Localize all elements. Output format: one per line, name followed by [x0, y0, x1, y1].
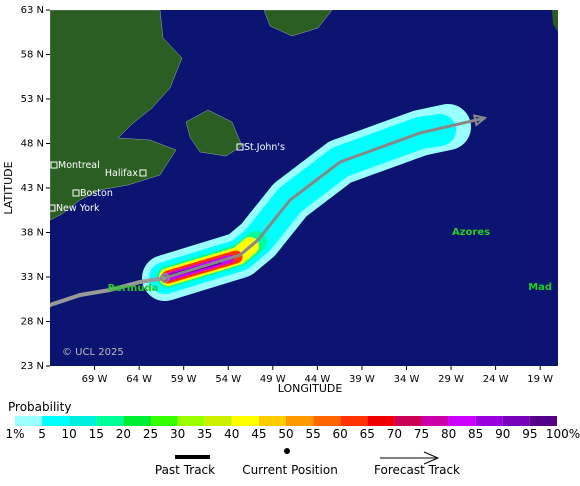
y-tick-label: 28 N	[21, 317, 44, 328]
y-tick-label: 38 N	[21, 228, 44, 239]
legend-title: Probability	[8, 400, 71, 414]
legend-swatch	[367, 416, 395, 426]
x-tick-label: 39 W	[349, 374, 375, 385]
island-label: Azores	[452, 227, 490, 238]
legend-swatch	[313, 416, 341, 426]
y-tick-label: 48 N	[21, 139, 44, 150]
y-tick-label: 23 N	[21, 361, 44, 372]
legend-swatch	[502, 416, 530, 426]
x-tick-label: 64 W	[126, 374, 152, 385]
legend-swatch	[177, 416, 205, 426]
key-label: Past Track	[155, 463, 215, 477]
copyright: © UCL 2025	[62, 347, 124, 358]
x-tick-label: 29 W	[438, 374, 464, 385]
current-position-key	[284, 448, 290, 454]
legend-swatch	[42, 416, 70, 426]
city-label: St.John's	[244, 142, 285, 153]
city-label: Halifax	[105, 168, 138, 179]
legend-label: 25	[143, 427, 158, 441]
x-tick-label: 49 W	[260, 374, 286, 385]
x-tick-label: 54 W	[215, 374, 241, 385]
legend-label: 55	[305, 427, 320, 441]
legend-label: 50	[278, 427, 293, 441]
land	[263, 10, 333, 37]
city-marker	[72, 189, 80, 197]
legend-label: 60	[333, 427, 348, 441]
legend-swatch	[421, 416, 449, 426]
y-tick-label: 33 N	[21, 272, 44, 283]
city-marker	[236, 143, 244, 151]
city-marker	[139, 169, 147, 177]
legend-label: 30	[170, 427, 185, 441]
x-tick-label: 44 W	[304, 374, 330, 385]
legend-swatch	[258, 416, 286, 426]
legend-swatch	[204, 416, 232, 426]
city-label: Boston	[80, 188, 113, 199]
y-tick-label: 43 N	[21, 183, 44, 194]
x-tick-label: 59 W	[171, 374, 197, 385]
island-label: Mad	[528, 282, 552, 293]
y-tick-label: 63 N	[21, 5, 44, 16]
y-tick-label: 58 N	[21, 50, 44, 61]
legend-label: 65	[360, 427, 375, 441]
legend-label: 85	[468, 427, 483, 441]
forecast-arrow-head	[472, 114, 488, 127]
legend-swatch	[123, 416, 151, 426]
city-label: Montreal	[58, 160, 100, 171]
legend-swatch	[231, 416, 259, 426]
forecast-track-key-arrow	[423, 451, 440, 465]
legend-swatch	[69, 416, 97, 426]
legend-swatch	[15, 416, 43, 426]
island-label: Bermuda	[108, 283, 159, 294]
map-area: Montreal Halifax St.John's Boston New York Be…	[50, 10, 558, 308]
land	[552, 10, 558, 32]
legend-swatch	[529, 416, 557, 426]
land	[50, 10, 183, 221]
y-axis-label: LATITUDE	[2, 161, 15, 214]
legend-label: 45	[251, 427, 266, 441]
legend-label: 15	[89, 427, 104, 441]
key-label: Current Position	[242, 463, 338, 477]
legend-swatch	[150, 416, 178, 426]
legend-label: 75	[414, 427, 429, 441]
forecast-track	[164, 116, 486, 280]
past-track	[50, 275, 167, 308]
city-marker	[50, 204, 56, 212]
legend-label: 70	[387, 427, 402, 441]
legend-swatch	[286, 416, 314, 426]
legend-label: 1%	[5, 427, 24, 441]
legend-label: 35	[197, 427, 212, 441]
legend-label: 100%	[546, 427, 580, 441]
legend-label: 40	[224, 427, 239, 441]
land	[185, 109, 243, 157]
legend-label: 95	[522, 427, 537, 441]
y-tick-label: 53 N	[21, 94, 44, 105]
x-tick-label: 19 W	[527, 374, 553, 385]
current-position	[159, 272, 170, 283]
x-axis-label: LONGITUDE	[278, 382, 343, 395]
legend-swatch	[394, 416, 422, 426]
legend-label: 10	[62, 427, 77, 441]
x-tick-label: 34 W	[394, 374, 420, 385]
city-marker	[50, 161, 58, 169]
legend-label: 5	[38, 427, 46, 441]
legend-label: 90	[495, 427, 510, 441]
city-label: New York	[56, 203, 100, 214]
legend-label: 20	[116, 427, 131, 441]
legend-swatch	[96, 416, 124, 426]
key-label: Forecast Track	[374, 463, 460, 477]
legend-swatch	[340, 416, 368, 426]
legend-label: 80	[441, 427, 456, 441]
legend-swatch	[475, 416, 503, 426]
x-tick-label: 24 W	[483, 374, 509, 385]
legend-swatch	[448, 416, 476, 426]
x-tick-label: 69 W	[82, 374, 108, 385]
